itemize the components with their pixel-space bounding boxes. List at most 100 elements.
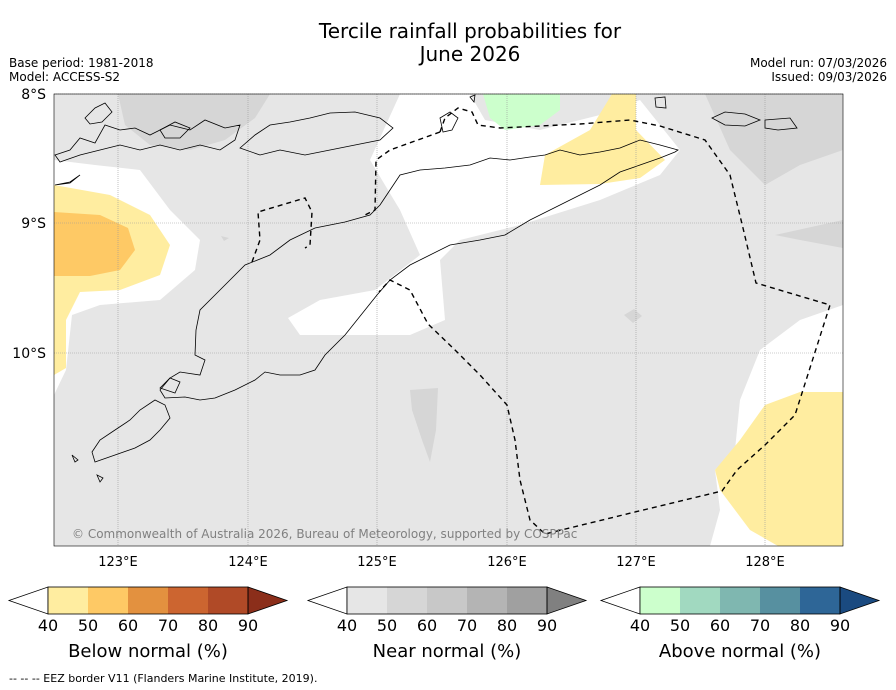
model-name: Model: ACCESS-S2 <box>9 70 121 84</box>
near-normal-50-zone <box>624 309 642 323</box>
colorbars: 40 50 60 70 80 90 Below normal (%) 40 50 60 70 80 90… <box>7 586 881 662</box>
meta-left: Base period: 1981-2018 Model: ACCESS-S2 <box>9 56 154 84</box>
colorbar-tick-label: 90 <box>537 616 557 635</box>
colorbar-tick-label: 80 <box>497 616 517 635</box>
colorbar-tick-label: 50 <box>670 616 690 635</box>
colorbar-tick-label: 80 <box>198 616 218 635</box>
colorbar-label: Above normal (%) <box>659 641 821 662</box>
meta-right: Model run: 07/03/2026 Issued: 09/03/2026 <box>750 56 887 84</box>
below-normal-40-zone <box>540 94 665 185</box>
colorbar-frame <box>346 586 548 615</box>
colorbar-tick-label: 60 <box>710 616 730 635</box>
colorbar-1: 40 50 60 70 80 90 Below normal (%) <box>7 586 289 662</box>
colorbar-label: Near normal (%) <box>373 641 522 662</box>
coastline-island <box>711 111 762 127</box>
colorbar-label: Below normal (%) <box>68 641 228 662</box>
colorbar-tick-label: 70 <box>457 616 477 635</box>
colorbar-frame <box>47 586 249 615</box>
colorbar-2: 40 50 60 70 80 90 Near normal (%) <box>306 586 588 662</box>
colorbar-arrow-left <box>306 586 348 615</box>
colorbar-segment <box>720 587 760 614</box>
copyright-text: © Commonwealth of Australia 2026, Bureau… <box>72 527 577 541</box>
near-normal-50-zone <box>775 220 843 248</box>
colorbar-tick-label: 40 <box>630 616 650 635</box>
map-title: Tercile rainfall probabilities for June … <box>0 20 896 66</box>
coastlines <box>54 94 798 483</box>
coastline-island <box>159 121 191 139</box>
lon-label: 128°E <box>745 555 785 570</box>
below-normal-50-zone <box>54 212 135 276</box>
eez-border <box>251 107 831 535</box>
colorbar-tick-label: 90 <box>830 616 850 635</box>
lat-label: 10°S <box>12 346 46 362</box>
title-line-2: June 2026 <box>419 42 521 66</box>
colorbar-segment <box>680 587 720 614</box>
coastline-island <box>469 94 476 103</box>
lat-label: 8°S <box>21 87 46 103</box>
coastline-island <box>96 474 104 483</box>
issued-date: Issued: 09/03/2026 <box>771 70 887 84</box>
colorbar-segment <box>800 587 840 614</box>
colorbar-arrow-right <box>247 586 289 615</box>
lat-labels: 8°S 9°S 10°S <box>12 87 46 362</box>
map-panel <box>53 93 844 547</box>
lon-labels: 123°E 124°E 125°E 126°E 127°E 128°E <box>98 555 785 570</box>
colorbar-segment <box>427 587 467 614</box>
colorbar-tick-label: 50 <box>377 616 397 635</box>
colorbar-tick-label: 70 <box>158 616 178 635</box>
colorbar-tick-label: 90 <box>238 616 258 635</box>
colorbar-arrow-right <box>546 586 588 615</box>
above-normal-40-zone <box>483 94 560 130</box>
colorbar-3: 40 50 60 70 80 90 Above normal (%) <box>599 586 881 662</box>
coastline-island <box>159 377 181 394</box>
coastline-island <box>84 102 113 125</box>
lon-label: 126°E <box>487 555 527 570</box>
colorbar-segment <box>640 587 680 614</box>
coastline-island <box>654 96 667 109</box>
title-line-1: Tercile rainfall probabilities for <box>318 19 622 43</box>
colorbar-tick-label: 40 <box>337 616 357 635</box>
colorbar-segment <box>88 587 128 614</box>
colorbar-tick-label: 70 <box>750 616 770 635</box>
colorbar-frame <box>639 586 841 615</box>
colorbar-arrow-left <box>599 586 641 615</box>
colorbar-tick-label: 80 <box>790 616 810 635</box>
colorbar-tick-label: 50 <box>78 616 98 635</box>
colorbar-arrow-right <box>839 586 881 615</box>
colorbar-segment <box>467 587 507 614</box>
coastline-island <box>71 454 79 463</box>
eez-line <box>251 197 313 263</box>
footer-note: -- -- -- EEZ border V11 (Flanders Marine… <box>9 672 318 685</box>
colorbar-tick-label: 40 <box>38 616 58 635</box>
near-normal-50-zone <box>221 236 229 241</box>
lon-label: 125°E <box>357 555 397 570</box>
below-normal-40-zone <box>715 392 843 546</box>
coastline-island <box>54 119 241 163</box>
colorbar-segment <box>208 587 248 614</box>
colorbar-segment <box>507 587 547 614</box>
base-period: Base period: 1981-2018 <box>9 56 154 70</box>
near-normal-50-zone <box>410 388 438 462</box>
colorbar-segment <box>387 587 427 614</box>
coastline-island <box>239 111 394 156</box>
colorbar-segment <box>128 587 168 614</box>
colorbar-arrow-left <box>7 586 49 615</box>
map-frame <box>53 93 844 547</box>
colorbar-segment <box>347 587 387 614</box>
colorbar-segment <box>760 587 800 614</box>
coastline-island <box>91 399 171 463</box>
near-normal-50-zone <box>705 94 843 185</box>
model-run: Model run: 07/03/2026 <box>749 56 887 70</box>
lon-label: 123°E <box>98 555 138 570</box>
coastline-island <box>439 111 459 133</box>
near-normal-50-zone <box>118 94 270 150</box>
colorbar-segment <box>168 587 208 614</box>
colorbar-tick-label: 60 <box>417 616 437 635</box>
lat-label: 9°S <box>21 216 46 232</box>
lon-label: 127°E <box>616 555 656 570</box>
coastline-island <box>54 174 81 186</box>
coastline-island <box>764 117 798 131</box>
coastline-timor <box>159 139 679 401</box>
lon-label: 124°E <box>228 555 268 570</box>
